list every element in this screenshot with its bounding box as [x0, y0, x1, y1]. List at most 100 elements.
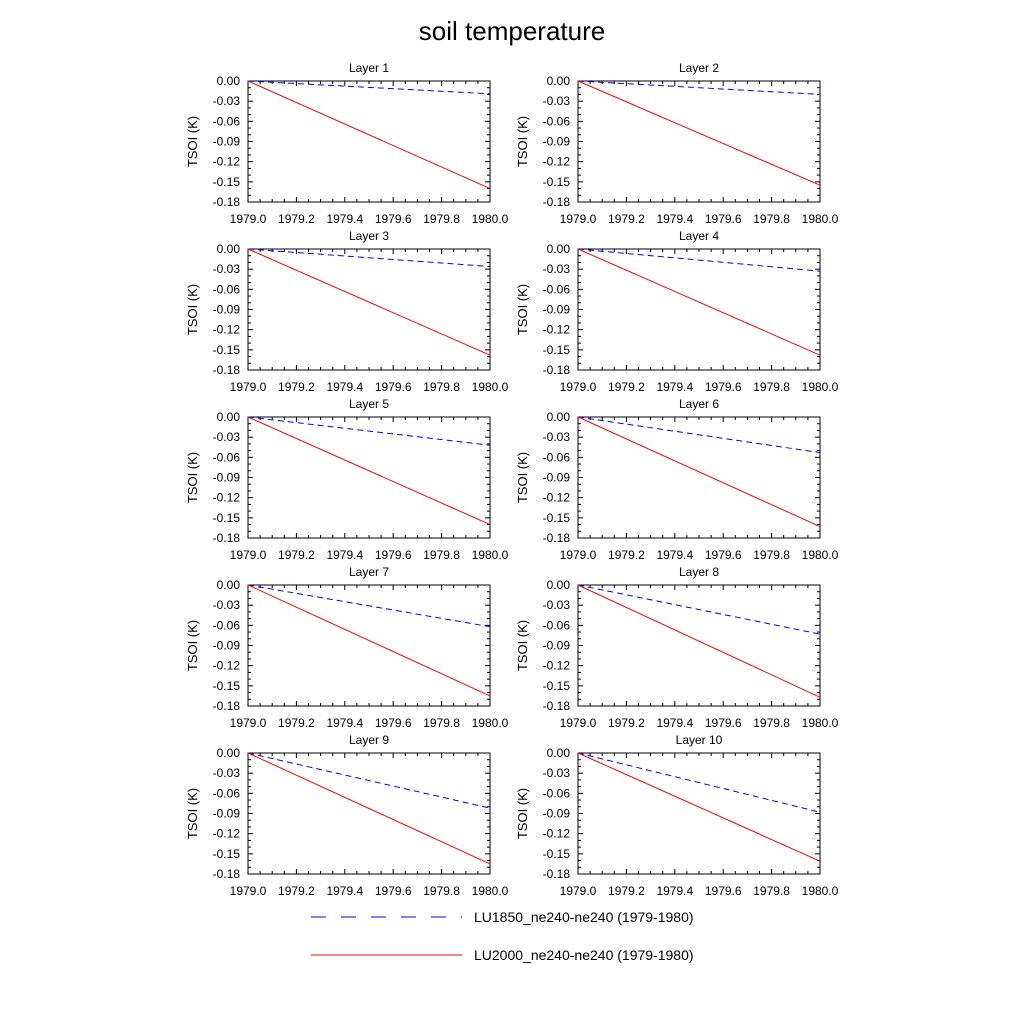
y-tick-label: -0.12 [213, 491, 241, 505]
y-tick-label: -0.09 [543, 471, 571, 485]
y-axis-label: TSOI (K) [515, 620, 530, 671]
x-tick-label: 1980.0 [472, 212, 509, 226]
x-tick-label: 1979.2 [608, 884, 645, 898]
y-tick-label: 0.00 [547, 578, 571, 592]
plot-frame [247, 248, 491, 371]
series-line-lu1850 [577, 416, 821, 454]
y-tick-label: -0.03 [543, 262, 571, 276]
y-tick-label: -0.12 [213, 155, 241, 169]
y-tick-label: -0.15 [213, 511, 241, 525]
x-tick-label: 1979.2 [278, 716, 315, 730]
series-line-lu2000 [247, 248, 491, 356]
x-tick-label: 1979.4 [656, 380, 693, 394]
x-tick-label: 1979.0 [560, 716, 597, 730]
x-tick-label: 1980.0 [472, 884, 509, 898]
panel-title: Layer 10 [676, 733, 723, 747]
plot-frame [247, 752, 491, 875]
y-tick-label: -0.18 [543, 531, 571, 545]
y-axis-label: TSOI (K) [185, 116, 200, 167]
series-line-lu2000 [247, 416, 491, 526]
plot-frame [577, 80, 821, 203]
y-tick-label: -0.18 [543, 867, 571, 881]
x-tick-label: 1979.6 [375, 716, 412, 730]
x-tick-label: 1979.6 [375, 884, 412, 898]
x-tick-label: 1980.0 [472, 716, 509, 730]
panel-layer-5: Layer 5 TSOI (K) 0.00 -0.03 -0.06 -0.09 -0.12 -… [185, 397, 509, 562]
y-tick-label: -0.15 [213, 175, 241, 189]
panel-layer-8: Layer 8 TSOI (K) 0.00 -0.03 -0.06 -0.09 -0.12 -… [515, 565, 839, 730]
x-tick-label: 1979.8 [753, 212, 790, 226]
y-tick-label: -0.03 [213, 94, 241, 108]
y-tick-label: -0.18 [213, 195, 241, 209]
x-tick-label: 1979.0 [230, 212, 267, 226]
series-line-lu2000 [577, 248, 821, 356]
y-tick-label: -0.09 [213, 639, 241, 653]
x-tick-label: 1979.8 [423, 212, 460, 226]
panel-title: Layer 8 [679, 565, 719, 579]
y-tick-label: -0.18 [213, 699, 241, 713]
x-tick-label: 1979.0 [560, 548, 597, 562]
x-tick-label: 1979.8 [423, 548, 460, 562]
panel-layer-6: Layer 6 TSOI (K) 0.00 -0.03 -0.06 -0.09 -0.12 -… [515, 397, 839, 562]
y-axis-label: TSOI (K) [515, 116, 530, 167]
x-tick-label: 1979.8 [753, 716, 790, 730]
y-tick-label: -0.18 [543, 699, 571, 713]
panel-title: Layer 4 [679, 229, 719, 243]
y-tick-label: -0.12 [213, 827, 241, 841]
panel-title: Layer 6 [679, 397, 719, 411]
y-tick-label: -0.15 [543, 847, 571, 861]
panel-layer-1: Layer 1 TSOI (K) 0.00 -0.03 -0.06 -0.09 -0.12 -… [185, 61, 509, 226]
y-tick-label: -0.12 [213, 323, 241, 337]
plot-frame [247, 416, 491, 539]
x-tick-label: 1979.4 [656, 548, 693, 562]
x-tick-label: 1979.8 [423, 716, 460, 730]
x-tick-label: 1979.6 [375, 548, 412, 562]
x-tick-label: 1979.4 [656, 212, 693, 226]
x-tick-label: 1980.0 [802, 380, 839, 394]
figure-title: soil temperature [419, 16, 605, 46]
y-tick-label: 0.00 [217, 578, 241, 592]
y-axis-label: TSOI (K) [185, 284, 200, 335]
panel-title: Layer 3 [349, 229, 389, 243]
y-tick-label: -0.15 [543, 679, 571, 693]
y-tick-label: -0.15 [213, 847, 241, 861]
y-tick-label: -0.06 [543, 618, 571, 632]
series-line-lu2000 [577, 416, 821, 528]
series-line-lu1850 [247, 752, 491, 809]
y-tick-label: -0.03 [543, 94, 571, 108]
panel-layer-9: Layer 9 TSOI (K) 0.00 -0.03 -0.06 -0.09 -0.12 -… [185, 733, 509, 898]
plot-frame [247, 584, 491, 707]
legend-label-lu1850: LU1850_ne240-ne240 (1979-1980) [474, 909, 694, 925]
y-tick-label: 0.00 [547, 410, 571, 424]
y-tick-label: -0.09 [543, 639, 571, 653]
legend: LU1850_ne240-ne240 (1979-1980) LU2000_ne… [311, 909, 694, 963]
y-tick-label: -0.03 [213, 262, 241, 276]
panel-layer-7: Layer 7 TSOI (K) 0.00 -0.03 -0.06 -0.09 -0.12 -… [185, 565, 509, 730]
x-tick-label: 1979.4 [656, 716, 693, 730]
y-tick-label: -0.09 [543, 303, 571, 317]
series-line-lu2000 [247, 80, 491, 190]
y-tick-label: -0.03 [543, 766, 571, 780]
series-line-lu1850 [577, 584, 821, 635]
y-tick-label: 0.00 [217, 410, 241, 424]
x-tick-label: 1979.8 [423, 884, 460, 898]
series-line-lu1850 [247, 584, 491, 628]
x-tick-label: 1979.0 [230, 548, 267, 562]
y-tick-label: -0.03 [213, 430, 241, 444]
y-tick-label: 0.00 [217, 242, 241, 256]
y-tick-label: -0.09 [213, 807, 241, 821]
x-tick-label: 1979.4 [326, 548, 363, 562]
panel-title: Layer 1 [349, 61, 389, 75]
y-tick-label: -0.03 [213, 598, 241, 612]
x-tick-label: 1979.6 [705, 716, 742, 730]
x-tick-label: 1979.2 [608, 380, 645, 394]
y-tick-label: -0.12 [543, 827, 571, 841]
x-tick-label: 1979.6 [705, 380, 742, 394]
y-tick-label: -0.06 [543, 450, 571, 464]
panel-layer-4: Layer 4 TSOI (K) 0.00 -0.03 -0.06 -0.09 -0.12 -… [515, 229, 839, 394]
x-tick-label: 1979.2 [608, 548, 645, 562]
y-tick-label: 0.00 [547, 242, 571, 256]
y-tick-label: -0.15 [213, 343, 241, 357]
series-line-lu1850 [577, 752, 821, 813]
